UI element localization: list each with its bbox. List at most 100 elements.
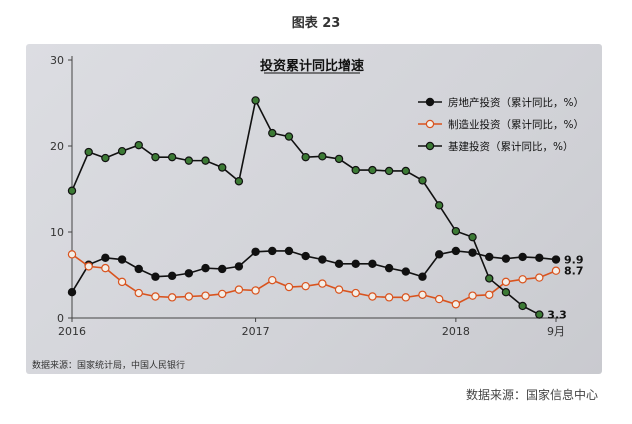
data-point [318,255,327,264]
data-point [318,279,327,288]
legend-marker [425,141,435,151]
data-point [318,152,327,161]
data-point [201,156,210,165]
series-line-1 [71,253,557,306]
data-point [284,132,294,141]
data-point [101,263,110,273]
data-point [167,152,177,162]
y-tick-label: 0 [57,312,64,325]
series-end-label: 3.3 [547,309,567,322]
data-point [251,286,260,295]
data-point [368,292,377,301]
data-point [418,290,427,299]
data-point [434,294,444,304]
legend-marker [425,119,435,129]
data-point [167,271,177,281]
data-point [218,163,227,172]
data-point [167,293,177,302]
data-point [518,252,527,262]
data-point [234,177,244,186]
data-point [401,166,410,176]
data-point [101,153,110,163]
data-point [201,263,210,273]
data-point [151,292,160,301]
data-point [301,251,310,261]
footer-source: 数据来源：国家信息中心 [465,388,598,402]
data-point [334,259,344,269]
data-point [418,176,427,185]
data-point [535,310,544,319]
legend-marker [425,97,435,107]
series-end-label: 8.7 [564,265,584,278]
data-point [501,254,511,263]
data-point [535,253,544,262]
data-point [384,263,394,273]
data-point [151,152,160,162]
data-point [451,226,461,236]
legend-label: 房地产投资（累计同比，%） [448,96,584,109]
chart-title: 投资累计同比增速 [260,58,364,74]
data-point [518,275,527,284]
data-point [117,277,127,287]
x-tick-label: 2017 [242,325,270,338]
data-point [351,165,360,175]
data-point [268,128,277,138]
data-point [268,275,277,285]
data-point [67,287,77,297]
line-chart: 0 10 20 30 2016 2017 2018 9月 投资累计同比增速 9.98.7 3.3 房地… [32,54,584,371]
x-tick-label: 2016 [58,325,86,338]
data-point [434,250,444,259]
data-point [501,287,511,297]
data-point [184,292,194,301]
data-point [368,165,377,175]
y-tick-label: 10 [50,226,64,239]
data-point [201,291,210,300]
legend-label: 制造业投资（累计同比，%） [448,118,584,131]
data-point [551,266,561,275]
data-point [84,262,93,271]
x-tick-label: 2018 [442,325,470,338]
data-point [468,248,477,257]
data-point [301,281,310,291]
inner-source-note: 数据来源：国家统计局，中国人民银行 [32,359,185,371]
data-point [84,147,93,157]
data-point [468,232,477,242]
data-point [434,201,444,210]
data-point [551,255,561,264]
series-end-label: 9.9 [564,254,584,267]
data-point [451,300,461,309]
data-point [535,273,544,282]
data-point [234,285,244,294]
data-point [251,247,260,256]
data-point [151,272,160,281]
data-point [351,259,360,269]
data-point [284,282,294,292]
x-tick-label: 9月 [547,325,565,338]
chart-photo-background [26,44,602,374]
y-tick-label: 20 [50,140,64,153]
data-point [485,274,494,283]
data-point [351,288,360,298]
data-point [301,152,310,162]
figure-label: 图表 23 [291,16,341,31]
data-point [184,156,194,165]
data-point [184,269,194,278]
series-line-0 [71,250,557,293]
y-tick-label: 30 [50,54,64,67]
data-point [117,146,127,156]
data-point [501,277,511,287]
data-point [268,246,277,256]
data-point [384,293,394,302]
data-point [101,253,110,262]
data-point [451,246,461,256]
data-point [518,301,527,311]
data-point [485,252,494,262]
data-point [251,96,260,105]
data-point [67,186,77,195]
data-point [384,166,394,176]
legend-label: 基建投资（累计同比，%） [448,140,573,153]
data-point [218,289,227,299]
data-point [134,264,143,274]
data-point [368,259,377,269]
data-point [67,250,77,259]
